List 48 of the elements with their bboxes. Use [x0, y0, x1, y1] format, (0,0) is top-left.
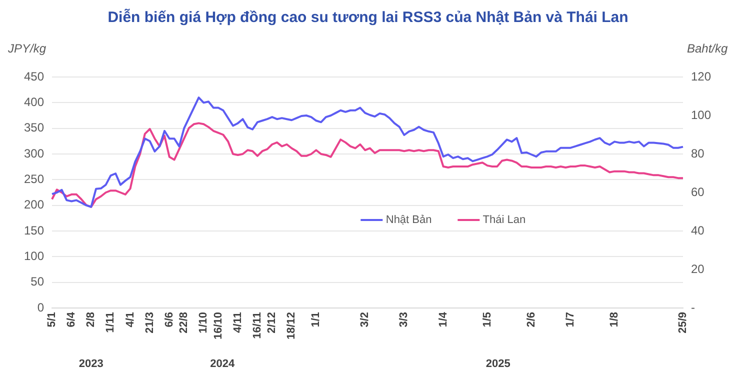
x-tick-label: 1/1	[310, 312, 322, 328]
y-tick-label: 300	[24, 146, 44, 160]
legend-label: Nhật Bản	[386, 214, 432, 226]
y-tick-label: 450	[24, 69, 44, 84]
chart-title: Diễn biến giá Hợp đồng cao su tương lai RSS3 của Nhật Bản và Thái Lan	[108, 8, 628, 26]
x-tick-label: 16/10	[212, 312, 224, 340]
y2-tick-label: 120	[691, 69, 712, 84]
x-tick-label: 1/5	[481, 312, 494, 328]
y2-tick-label: 20	[691, 262, 705, 276]
text: 2023	[78, 358, 104, 370]
y-tick-label: 0	[37, 300, 44, 314]
x-tick-label: 6/6	[163, 312, 176, 328]
y-tick-label: 350	[24, 120, 44, 135]
x-tick-label: 16/11	[251, 312, 264, 339]
x-tick-label: 25/9	[677, 312, 690, 334]
y-tick-label: 100	[24, 248, 44, 263]
y2-tick-label: 40	[691, 223, 705, 238]
x-tick-label: 1/10	[198, 312, 210, 334]
legend-label: Thái Lan	[482, 214, 526, 226]
y2-tick-label: 100	[691, 108, 712, 122]
y2-tick-label: -	[691, 300, 695, 314]
y-tick-label: 250	[24, 172, 44, 186]
y2-axis-title: Baht/kg	[687, 41, 728, 56]
x-tick-label: 1/4	[437, 311, 450, 328]
x-tick-label: 4/1	[124, 312, 136, 328]
x-tick-label: 6/4	[66, 311, 78, 328]
x-tick-label: 2/12	[266, 312, 278, 334]
x-tick-label: 3/3	[398, 312, 410, 328]
x-tick-label: 1/11	[104, 312, 117, 333]
x-tick-label: 1/8	[608, 312, 621, 328]
x-tick-label: 18/12	[286, 312, 298, 340]
x-tick-label: 1/7	[564, 312, 577, 328]
x-tick-label: 3/2	[359, 312, 372, 328]
y-tick-label: 200	[24, 198, 44, 212]
x-tick-label: 2/8	[85, 312, 98, 328]
x-tick-label: 22/8	[178, 312, 190, 334]
y2-tick-label: 80	[691, 146, 705, 160]
y2-tick-label: 60	[691, 184, 705, 199]
y-axis-title: JPY/kg	[7, 41, 46, 56]
x-tick-label: 21/3	[144, 312, 156, 334]
x-tick-label: 5/1	[46, 312, 58, 328]
y-tick-label: 150	[24, 223, 44, 238]
text: 2024	[210, 358, 236, 370]
x-tick-label: 4/11	[232, 312, 244, 333]
y-tick-label: 400	[24, 94, 44, 109]
y-tick-label: 50	[30, 274, 44, 289]
x-tick-label: 2/6	[525, 312, 538, 328]
text: 2025	[486, 358, 510, 370]
